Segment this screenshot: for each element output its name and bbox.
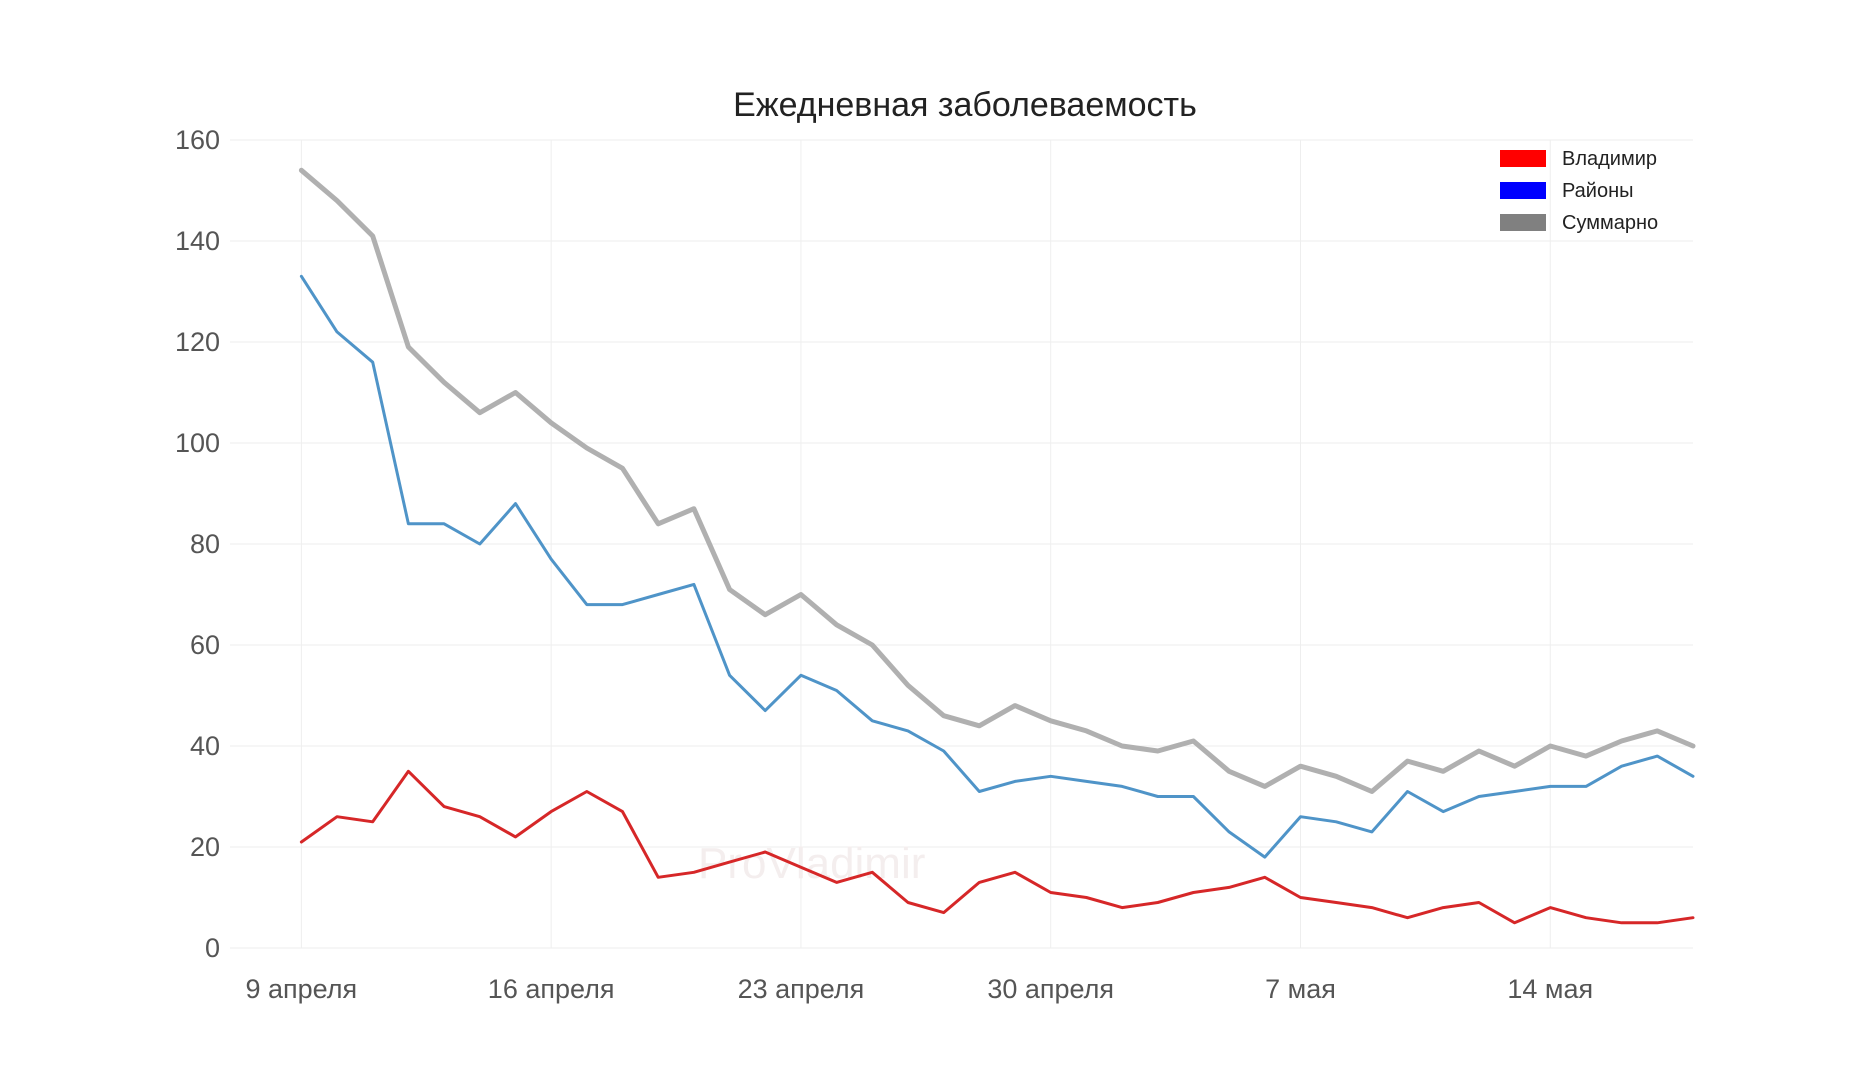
x-tick-label: 23 апреля	[738, 974, 865, 1004]
y-tick-label: 140	[175, 226, 220, 256]
chart-title: Ежедневная заболеваемость	[733, 86, 1197, 124]
watermark: ProVladimir	[698, 839, 925, 888]
y-tick-label: 100	[175, 428, 220, 458]
series-line-2	[298, 167, 1696, 794]
y-tick-label: 80	[190, 529, 220, 559]
legend: Владимир Районы Суммарно	[1500, 148, 1658, 234]
legend-swatch	[1500, 214, 1546, 231]
series-line-1	[299, 274, 1695, 859]
series-line-0	[299, 769, 1695, 925]
y-tick-label: 40	[190, 731, 220, 761]
x-tick-label: 9 апреля	[246, 974, 358, 1004]
series-lines	[298, 167, 1696, 925]
x-tick-label: 14 мая	[1507, 974, 1593, 1004]
y-tick-label: 160	[175, 125, 220, 155]
legend-swatch	[1500, 182, 1546, 199]
x-tick-label: 7 мая	[1265, 974, 1336, 1004]
legend-label: Владимир	[1562, 148, 1657, 170]
y-tick-label: 20	[190, 832, 220, 862]
axis-labels: 0 20 40 60 80 100 120 140 160 9 апреля 16 апреля 23…	[175, 125, 1593, 1004]
y-tick-label: 120	[175, 327, 220, 357]
x-tick-label: 30 апреля	[987, 974, 1114, 1004]
legend-label: Суммарно	[1562, 212, 1658, 234]
y-tick-label: 0	[205, 933, 220, 963]
legend-label: Районы	[1562, 180, 1634, 202]
legend-swatch	[1500, 150, 1546, 167]
grid	[230, 139, 1693, 949]
x-tick-label: 16 апреля	[488, 974, 615, 1004]
y-tick-label: 60	[190, 630, 220, 660]
